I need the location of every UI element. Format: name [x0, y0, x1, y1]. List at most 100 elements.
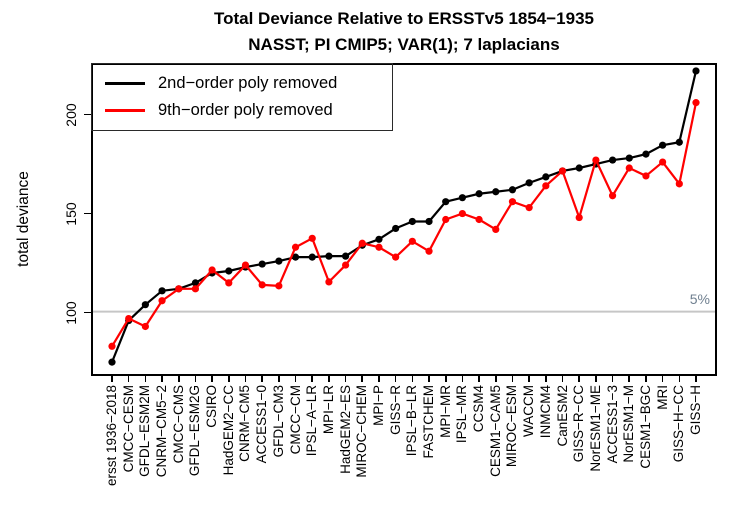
- x-tick-label: GFDL−CM3: [270, 385, 286, 458]
- data-point-s2-CCSM4: [475, 215, 483, 224]
- x-tick: [294, 376, 297, 382]
- x-tick: [278, 376, 280, 382]
- x-tick-label: GISS−R: [387, 385, 403, 435]
- x-tick: [611, 376, 614, 382]
- data-point-s2-INMCM4: [542, 182, 550, 190]
- data-point-s1-MPI−LR: [325, 252, 333, 260]
- data-point-s2-MPI−P: [375, 243, 383, 251]
- legend-row-2: 9th−order poly removed: [105, 99, 392, 123]
- x-tick: [144, 376, 147, 382]
- x-tick-label: CNRM−CM5−2: [154, 385, 170, 478]
- x-tick-label: IPSL−MR: [454, 385, 470, 444]
- data-point-s1-IPSL−MR: [458, 194, 466, 202]
- x-tick: [444, 376, 447, 382]
- x-tick: [678, 376, 681, 382]
- data-point-s1-CNRM−CM5−2: [158, 287, 166, 295]
- x-tick: [394, 376, 397, 382]
- x-tick-label: FASTCHEM: [421, 385, 437, 459]
- data-point-s2-WACCM: [525, 204, 533, 212]
- legend-label-1: 2nd−order poly removed: [158, 74, 338, 92]
- x-tick-label: GISS−R−CC: [571, 385, 587, 463]
- series-line-2: [111, 102, 698, 347]
- x-tick-label: CSIRO: [204, 385, 220, 428]
- data-point-s2-CMCC−CMS: [175, 285, 183, 293]
- data-point-s1-CESM1−CAM5: [492, 188, 500, 196]
- legend-line-sample-red: [105, 109, 145, 112]
- data-point-s2-GFDL−ESM2M: [141, 322, 149, 331]
- data-point-s2-GISS−H−CC: [675, 180, 683, 188]
- x-tick: [528, 376, 530, 382]
- legend-row-1: 2nd−order poly removed: [105, 72, 392, 96]
- x-tick: [511, 376, 514, 382]
- x-tick: [545, 376, 547, 382]
- x-tick-label: GFDL−ESM2G: [187, 385, 203, 477]
- data-point-s1-MPI−P: [375, 235, 383, 243]
- x-tick-label: ersst 1936−2018: [104, 385, 119, 486]
- x-tick-label: CanESM2: [554, 385, 570, 447]
- data-point-s1-MRI: [659, 141, 667, 149]
- plot-svg: [91, 63, 717, 376]
- x-tick-label: GFDL−ESM2M: [137, 385, 153, 477]
- data-point-s1-GFDL−CM3: [275, 257, 283, 265]
- x-tick-label: IPSL−B−LR: [404, 385, 420, 457]
- x-tick: [578, 376, 580, 382]
- x-tick: [645, 376, 647, 382]
- y-tick-label-100: 100: [63, 300, 79, 325]
- data-point-s2-MRI: [659, 158, 667, 166]
- data-point-s2-IPSL−B−LR: [408, 237, 416, 245]
- x-tick-label: MIROC−ESM: [504, 385, 520, 468]
- data-point-s1-ACCESS1−0: [258, 260, 266, 268]
- x-tick: [494, 376, 497, 382]
- legend-label-2: 9th−order poly removed: [158, 101, 333, 119]
- data-point-s2-HadGEM2−CC: [225, 279, 233, 287]
- x-tick: [695, 376, 697, 382]
- x-tick-label: MPI−P: [370, 385, 386, 426]
- x-tick: [311, 376, 314, 382]
- data-point-s2-MPI−LR: [325, 278, 333, 286]
- data-point-s2-MIROC−CHEM: [358, 239, 366, 247]
- x-tick: [628, 376, 631, 382]
- x-tick-label: MIROC−CHEM: [354, 385, 370, 478]
- x-tick: [461, 376, 464, 382]
- legend-line-sample-black: [105, 82, 145, 85]
- data-point-s2-CanESM2: [558, 167, 567, 175]
- data-point-s1-IPSL−A−LR: [308, 253, 316, 261]
- x-tick: [177, 376, 180, 382]
- plot-area: 2nd−order poly removed 9th−order poly re…: [91, 63, 717, 376]
- x-tick-label: GISS−H−CC: [671, 385, 687, 463]
- x-tick-label: CESM1−CAM5: [487, 385, 503, 477]
- data-point-s2-GFDL−CM3: [275, 282, 283, 290]
- x-tick-label: MPI−LR: [320, 385, 336, 435]
- data-point-s2-FASTCHEM: [425, 247, 433, 255]
- x-tick-label: WACCM: [521, 385, 537, 437]
- data-point-s1-MPI−MR: [442, 198, 450, 206]
- chart-title-line1: Total Deviance Relative to ERSSTv5 1854−…: [213, 9, 595, 28]
- y-axis-title: total deviance: [15, 171, 32, 267]
- x-tick-label: ACCESS1−0: [254, 385, 270, 464]
- x-tick: [328, 376, 330, 382]
- x-tick-label: MRI: [654, 385, 670, 410]
- x-tick-label: CMCC−CESM: [120, 385, 136, 473]
- data-point-s2-MIROC−ESM: [508, 198, 517, 206]
- data-point-s1-ersst 1936−2018: [108, 358, 116, 366]
- y-tick-200: [84, 113, 91, 116]
- data-point-s2-GISS−R−CC: [575, 213, 583, 222]
- data-point-s2-HadGEM2−ES: [342, 261, 350, 269]
- data-point-s2-IPSL−A−LR: [308, 234, 316, 242]
- x-tick-label: IPSL−A−LR: [304, 385, 320, 457]
- data-point-s1-IPSL−B−LR: [408, 217, 416, 226]
- data-point-s1-WACCM: [525, 179, 533, 187]
- data-point-s2-NorESM1−M: [625, 164, 633, 172]
- x-tick-label: HadGEM2−ES: [337, 385, 353, 474]
- data-point-s1-NorESM1−M: [625, 154, 633, 162]
- x-tick-label: CMCC−CMS: [170, 385, 186, 464]
- data-point-s2-CMCC−CESM: [125, 314, 133, 323]
- x-tick-label: CNRM−CM5: [237, 385, 253, 462]
- x-tick-label: GISS−H: [688, 385, 703, 435]
- y-tick-label-200: 200: [63, 102, 79, 127]
- x-tick-label: NorESM1−ME: [587, 385, 603, 472]
- x-tick-label: INMCM4: [537, 385, 553, 439]
- x-tick: [211, 376, 213, 382]
- data-point-s1-GISS−H: [692, 67, 700, 75]
